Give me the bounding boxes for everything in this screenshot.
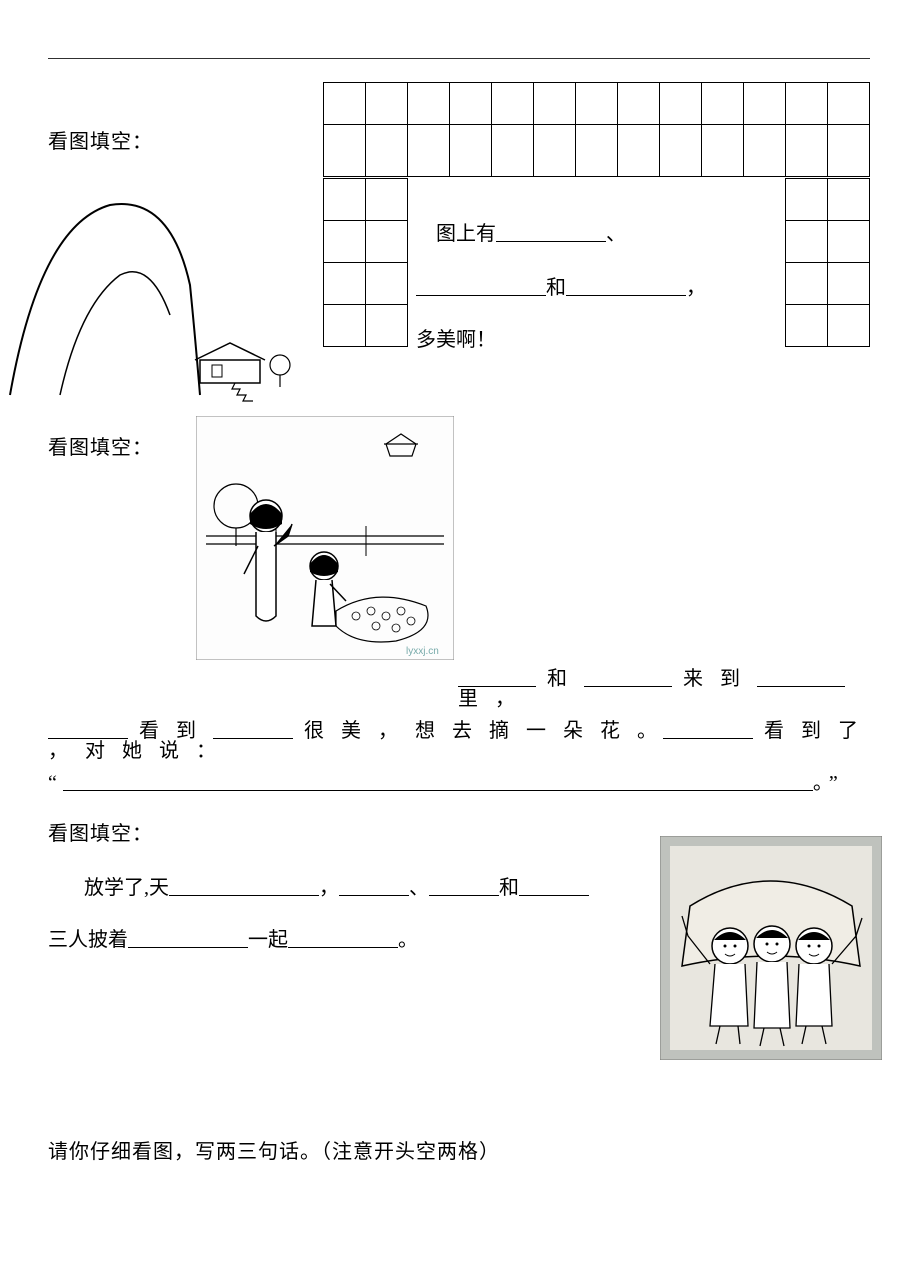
- s3-comma: ，: [319, 877, 339, 899]
- s2-line3: “ 。”: [48, 771, 872, 793]
- s3-blank3[interactable]: [429, 878, 499, 896]
- s3-blank5[interactable]: [128, 930, 248, 948]
- s1-he: 和: [546, 277, 566, 299]
- writing-grid-row4-right[interactable]: [785, 220, 870, 347]
- section1-line2: 和，: [416, 276, 706, 298]
- s1-blank1[interactable]: [496, 224, 606, 242]
- writing-grid-row4-left[interactable]: [323, 220, 408, 263]
- s3-period: 。: [398, 929, 418, 951]
- park-mother-daughter-image: lyxxj.cn: [196, 416, 454, 660]
- s3-dun: 、: [409, 877, 429, 899]
- s3-blank1[interactable]: [169, 878, 319, 896]
- three-kids-raincoat-image: [660, 836, 882, 1060]
- section1-line3: 多美啊！: [416, 330, 496, 350]
- s2-li: 里 ，: [458, 688, 521, 710]
- s2-blank2[interactable]: [584, 669, 672, 687]
- s2-quote-open: “: [48, 772, 63, 794]
- s1-text-a: 图上有: [436, 223, 496, 245]
- s3-blank6[interactable]: [288, 930, 398, 948]
- s3-t3: 一起: [248, 929, 288, 951]
- s3-blank4[interactable]: [519, 878, 589, 896]
- mountain-house-image: [0, 165, 320, 405]
- section1-line1: 图上有 、: [436, 222, 626, 244]
- svg-text:lyxxj.cn: lyxxj.cn: [406, 646, 439, 657]
- writing-grid-row5-left[interactable]: [323, 262, 408, 305]
- section2-label: 看图填空：: [48, 438, 153, 458]
- writing-grid-top[interactable]: [323, 82, 870, 177]
- s2-blank-quote[interactable]: [63, 773, 813, 791]
- s2-blank4[interactable]: [48, 721, 128, 739]
- section4-prompt: 请你仔细看图，写两三句话。（注意开头空两格）: [48, 1142, 500, 1162]
- s2-quote-close: 。”: [813, 772, 844, 794]
- s1-duomei: 多美啊！: [416, 329, 496, 351]
- s3-t2: 三人披着: [48, 929, 128, 951]
- writing-grid-row3-left[interactable]: [323, 178, 408, 221]
- s1-blank3[interactable]: [566, 278, 686, 296]
- s2-line1: 和 来 到 里 ，: [458, 667, 872, 709]
- s2-he: 和: [536, 668, 584, 690]
- s2-kandao: 看 到: [128, 720, 213, 742]
- top-blank-line: [48, 58, 870, 59]
- s3-blank2[interactable]: [339, 878, 409, 896]
- s2-blank5[interactable]: [213, 721, 293, 739]
- section1-label: 看图填空：: [48, 132, 153, 152]
- s1-comma: ，: [686, 277, 706, 299]
- s2-laidao: 来 到: [672, 668, 757, 690]
- s2-blank1[interactable]: [458, 669, 536, 687]
- s2-henmei: 很 美 ， 想 去 摘 一 朵 花 。: [293, 720, 663, 742]
- s2-blank3[interactable]: [757, 669, 845, 687]
- s3-t1: 放学了,天: [84, 877, 169, 899]
- s2-line2: 看 到 很 美 ， 想 去 摘 一 朵 花 。 看 到 了 ， 对 她 说 ：: [48, 719, 872, 761]
- writing-grid-row3-right[interactable]: [785, 178, 870, 221]
- s1-sep: 、: [606, 223, 626, 245]
- s1-blank2[interactable]: [416, 278, 546, 296]
- s3-line1: 放学了,天 ， 、 和: [84, 876, 589, 898]
- writing-grid-row6-left[interactable]: [323, 304, 408, 347]
- s3-line2: 三人披着 一起 。: [48, 928, 418, 950]
- section3-label: 看图填空：: [48, 824, 153, 844]
- s3-he: 和: [499, 877, 519, 899]
- s2-blank6[interactable]: [663, 721, 753, 739]
